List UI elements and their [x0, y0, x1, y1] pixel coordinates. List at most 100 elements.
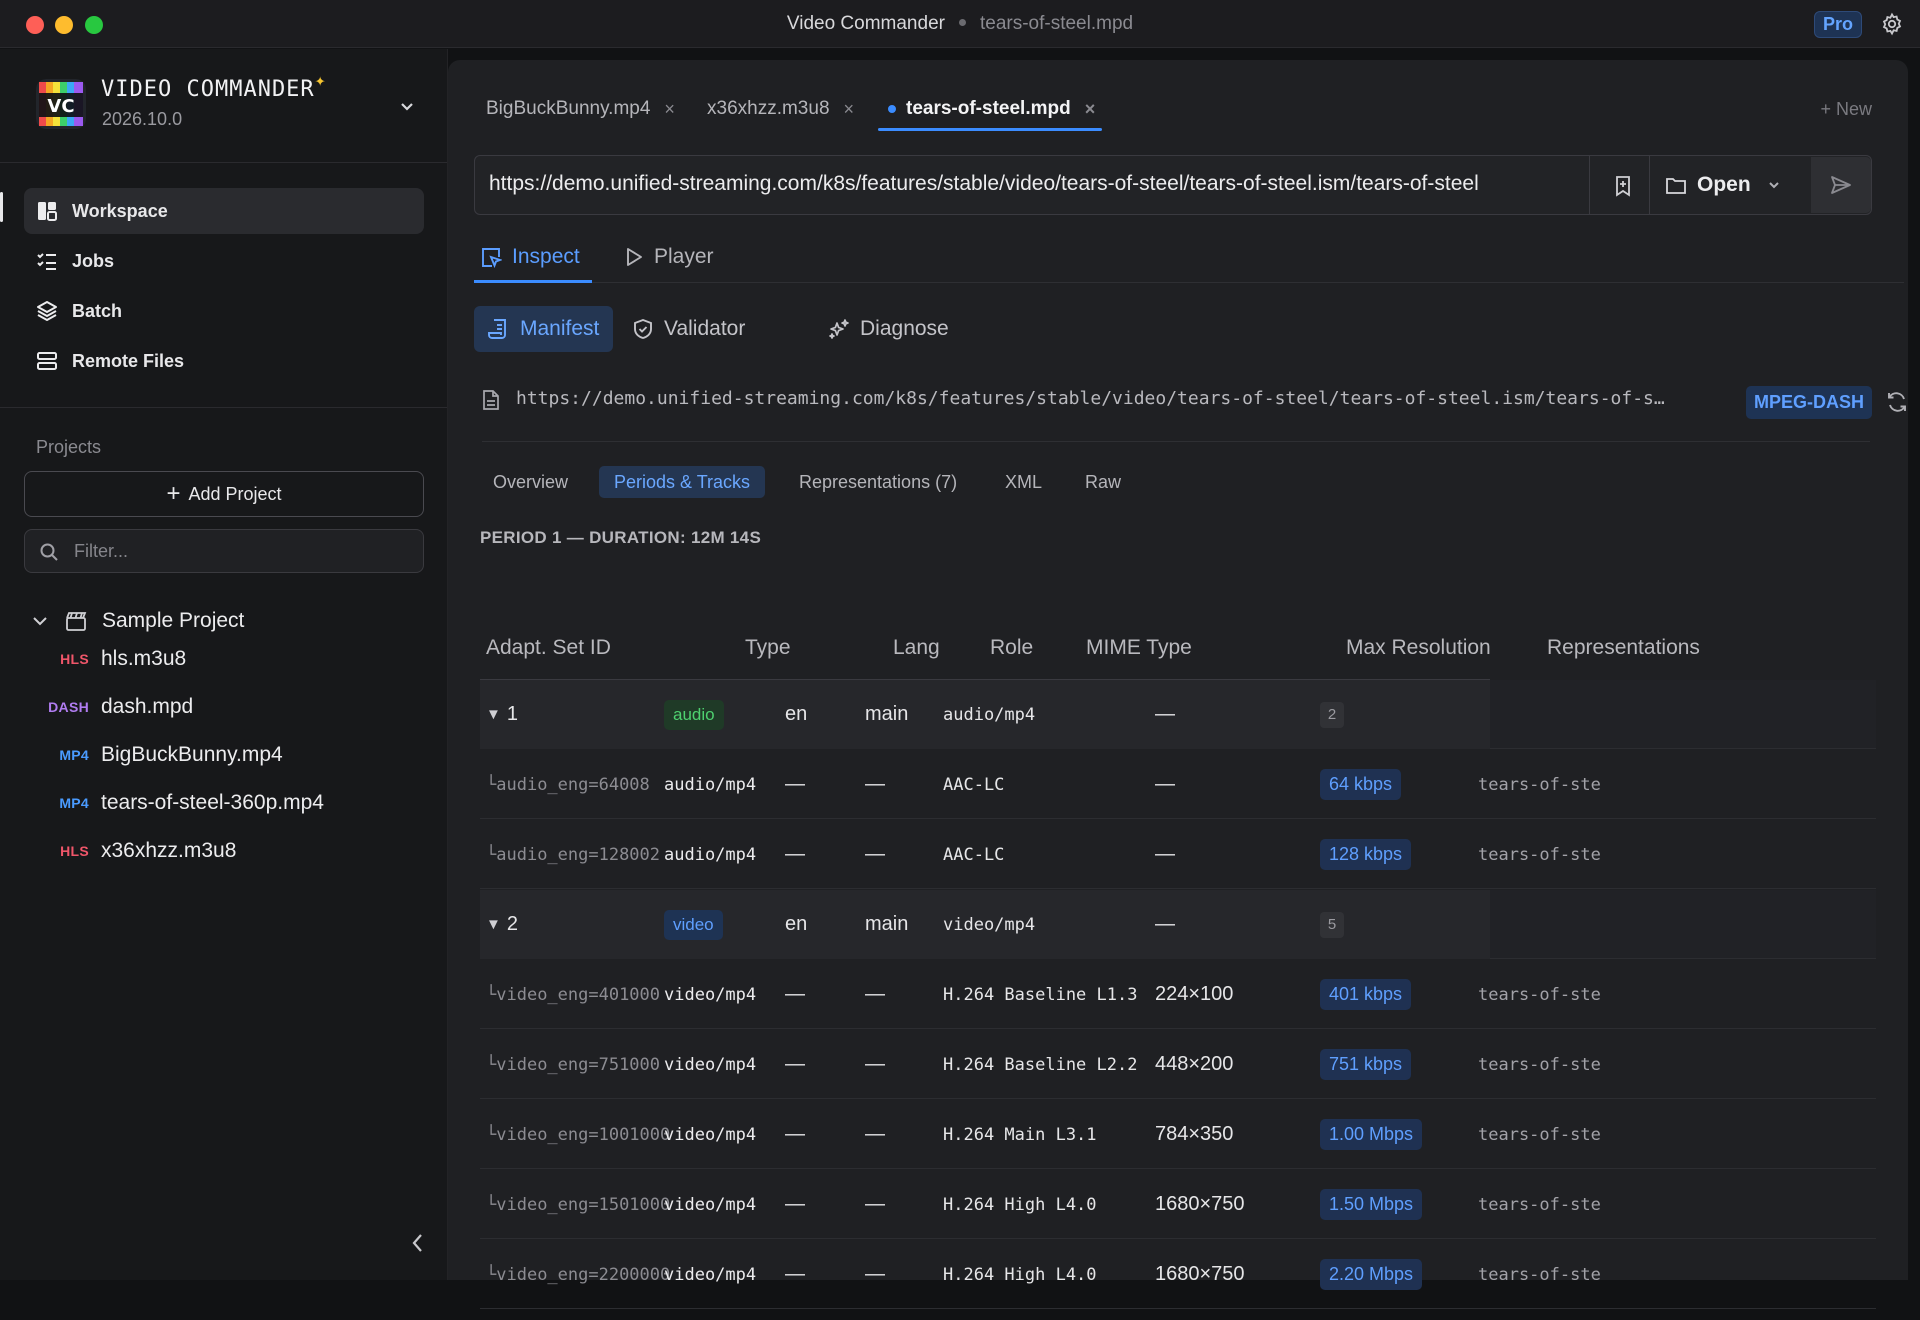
open-button[interactable]: Open: [1665, 156, 1795, 214]
representation-row[interactable]: └ video_eng=1501000 video/mp4 — — H.264 High…: [480, 1170, 1876, 1239]
nav-active-indicator: [0, 192, 3, 222]
column-header-mime-type[interactable]: MIME Type: [1086, 636, 1192, 659]
add-project-button[interactable]: + Add Project: [24, 471, 424, 517]
sidebar-item-jobs[interactable]: Jobs: [24, 238, 424, 284]
column-header-max-resolution[interactable]: Max Resolution: [1346, 636, 1491, 659]
new-tab-button[interactable]: + New: [1820, 99, 1872, 119]
mode-active-underline: [474, 280, 592, 283]
manifest-source-line: https://demo.unified-streaming.com/k8s/f…: [482, 386, 1906, 419]
tab-player[interactable]: Player: [624, 240, 714, 274]
close-window-button[interactable]: [26, 16, 44, 34]
title-separator-dot: [958, 19, 966, 26]
file-type-badge: HLS: [60, 651, 89, 667]
sidebar-item-workspace[interactable]: Workspace: [24, 188, 424, 234]
tab-tears-of-steel[interactable]: tears-of-steel.mpd ×: [888, 88, 1095, 130]
manifest-url[interactable]: https://demo.unified-streaming.com/k8s/f…: [516, 388, 1665, 409]
tab-bigbuckbunny[interactable]: BigBuckBunny.mp4 ×: [486, 88, 675, 130]
minimize-window-button[interactable]: [55, 16, 73, 34]
file-name: hls.m3u8: [101, 647, 187, 670]
sidebar-file-item[interactable]: HLS x36xhzz.m3u8: [0, 834, 448, 868]
column-header-role[interactable]: Role: [990, 636, 1034, 659]
workspace-switcher-chevron-icon[interactable]: [398, 97, 416, 115]
play-icon: [627, 248, 642, 266]
tab-inspect[interactable]: Inspect: [480, 240, 580, 274]
brand-name: VIDEO COMMANDER✦: [101, 70, 327, 102]
zoom-window-button[interactable]: [85, 16, 103, 34]
column-header-adapt-set-id[interactable]: Adapt. Set ID: [486, 636, 611, 659]
bitrate-badge: 128 kbps: [1320, 839, 1412, 870]
representation-id-value: video_eng=401000: [496, 984, 661, 1005]
view-tab-representations[interactable]: Representations (7): [799, 472, 958, 492]
manifest-icon: [488, 319, 506, 339]
title-bar: Video Commander tears-of-steel.mpd Pro: [0, 0, 1920, 48]
representation-row[interactable]: └ audio_eng=128002 audio/mp4 — — AAC-LC — 128 …: [480, 820, 1876, 889]
project-filter-input[interactable]: Filter...: [24, 529, 424, 573]
subtab-validator[interactable]: Validator: [618, 306, 759, 352]
role-cell: —: [865, 983, 885, 1005]
collapse-sidebar-icon[interactable]: [408, 1231, 428, 1255]
representation-row[interactable]: └ video_eng=1001000 video/mp4 — — H.264 Main…: [480, 1100, 1876, 1169]
representation-row[interactable]: └ audio_eng=64008 audio/mp4 — — AAC-LC — 64 kb…: [480, 750, 1876, 819]
view-tab-periods-tracks[interactable]: Periods & Tracks: [599, 466, 766, 498]
sidebar-item-label: Jobs: [72, 250, 115, 271]
project-tree-header[interactable]: Sample Project: [30, 606, 244, 636]
representations-count-cell: 5: [1320, 890, 1344, 959]
tree-branch-icon: └: [486, 1054, 497, 1075]
adaptation-set-row[interactable]: ▼ 2 video en main video/mp4—5: [480, 890, 1876, 959]
column-header-representations[interactable]: Representations: [1547, 636, 1700, 659]
pro-badge[interactable]: Pro: [1813, 11, 1862, 38]
close-tab-icon[interactable]: ×: [664, 98, 675, 119]
bitrate-cell: 128 kbps: [1320, 820, 1412, 889]
representations-count: 2: [1320, 701, 1344, 728]
resolution-cell: —: [1155, 843, 1175, 865]
url-input[interactable]: https://demo.unified-streaming.com/k8s/f…: [489, 172, 1479, 195]
sidebar-file-item[interactable]: MP4 tears-of-steel-360p.mp4: [0, 786, 448, 820]
sidebar-file-item[interactable]: HLS hls.m3u8: [0, 642, 448, 676]
column-header-lang[interactable]: Lang: [893, 636, 940, 659]
bookmark-icon[interactable]: [1613, 175, 1633, 197]
sidebar-file-item[interactable]: DASH dash.mpd: [0, 690, 448, 724]
view-tab-overview[interactable]: Overview: [493, 472, 569, 492]
segment-template-cell: tears-of-ste: [1478, 984, 1601, 1005]
expand-triangle-icon[interactable]: ▼: [486, 916, 501, 933]
send-button[interactable]: [1811, 157, 1871, 213]
sparkle-icon: ✦: [314, 70, 327, 91]
refresh-icon[interactable]: [1886, 391, 1908, 413]
project-name: Sample Project: [102, 609, 245, 632]
mime-type-cell: video/mp4: [664, 984, 757, 1005]
open-button-label: Open: [1697, 173, 1751, 196]
sidebar-divider: [0, 407, 447, 408]
close-tab-icon[interactable]: ×: [1084, 98, 1096, 119]
view-tab-xml[interactable]: XML: [1005, 472, 1043, 492]
bitrate-badge: 1.50 Mbps: [1320, 1189, 1423, 1220]
representation-row[interactable]: └ video_eng=401000 video/mp4 — — H.264 Basel…: [480, 960, 1876, 1029]
tab-x36xhzz[interactable]: x36xhzz.m3u8 ×: [707, 88, 854, 130]
representation-id: └ video_eng=751000: [486, 1030, 660, 1099]
segment-template-cell: tears-of-ste: [1478, 1124, 1601, 1145]
subtab-manifest[interactable]: Manifest: [474, 306, 614, 352]
representation-row[interactable]: └ video_eng=751000 video/mp4 — — H.264 Basel…: [480, 1030, 1876, 1099]
filter-placeholder: Filter...: [74, 541, 129, 561]
url-bar: https://demo.unified-streaming.com/k8s/f…: [474, 155, 1872, 215]
close-tab-icon[interactable]: ×: [843, 98, 855, 119]
subtab-diagnose[interactable]: Diagnose: [814, 306, 963, 352]
codec-cell: H.264 Baseline L1.3: [943, 984, 1138, 1005]
segment-template-cell: tears-of-ste: [1478, 774, 1601, 795]
column-header-type[interactable]: Type: [745, 636, 791, 659]
file-type-badge: DASH: [48, 699, 89, 715]
window-title: Video Commander tears-of-steel.mpd: [0, 13, 1920, 35]
representation-row[interactable]: └ video_eng=2200000 video/mp4 — — H.264 High…: [480, 1240, 1876, 1309]
file-name: dash.mpd: [101, 695, 194, 718]
representation-id: └ video_eng=401000: [486, 960, 660, 1029]
sidebar-file-item[interactable]: MP4 BigBuckBunny.mp4: [0, 738, 448, 772]
bitrate-cell: 751 kbps: [1320, 1030, 1412, 1099]
expand-triangle-icon[interactable]: ▼: [486, 706, 501, 723]
gear-icon[interactable]: [1880, 12, 1904, 36]
sidebar-item-batch[interactable]: Batch: [24, 288, 424, 334]
lang-cell: —: [785, 1263, 805, 1285]
view-tab-raw[interactable]: Raw: [1085, 472, 1122, 492]
bitrate-badge: 64 kbps: [1320, 769, 1402, 800]
shield-check-icon: [634, 318, 652, 339]
sidebar-item-remote-files[interactable]: Remote Files: [24, 338, 424, 384]
adaptation-set-row[interactable]: ▼ 1 audio en main audio/mp4—2: [480, 680, 1876, 749]
